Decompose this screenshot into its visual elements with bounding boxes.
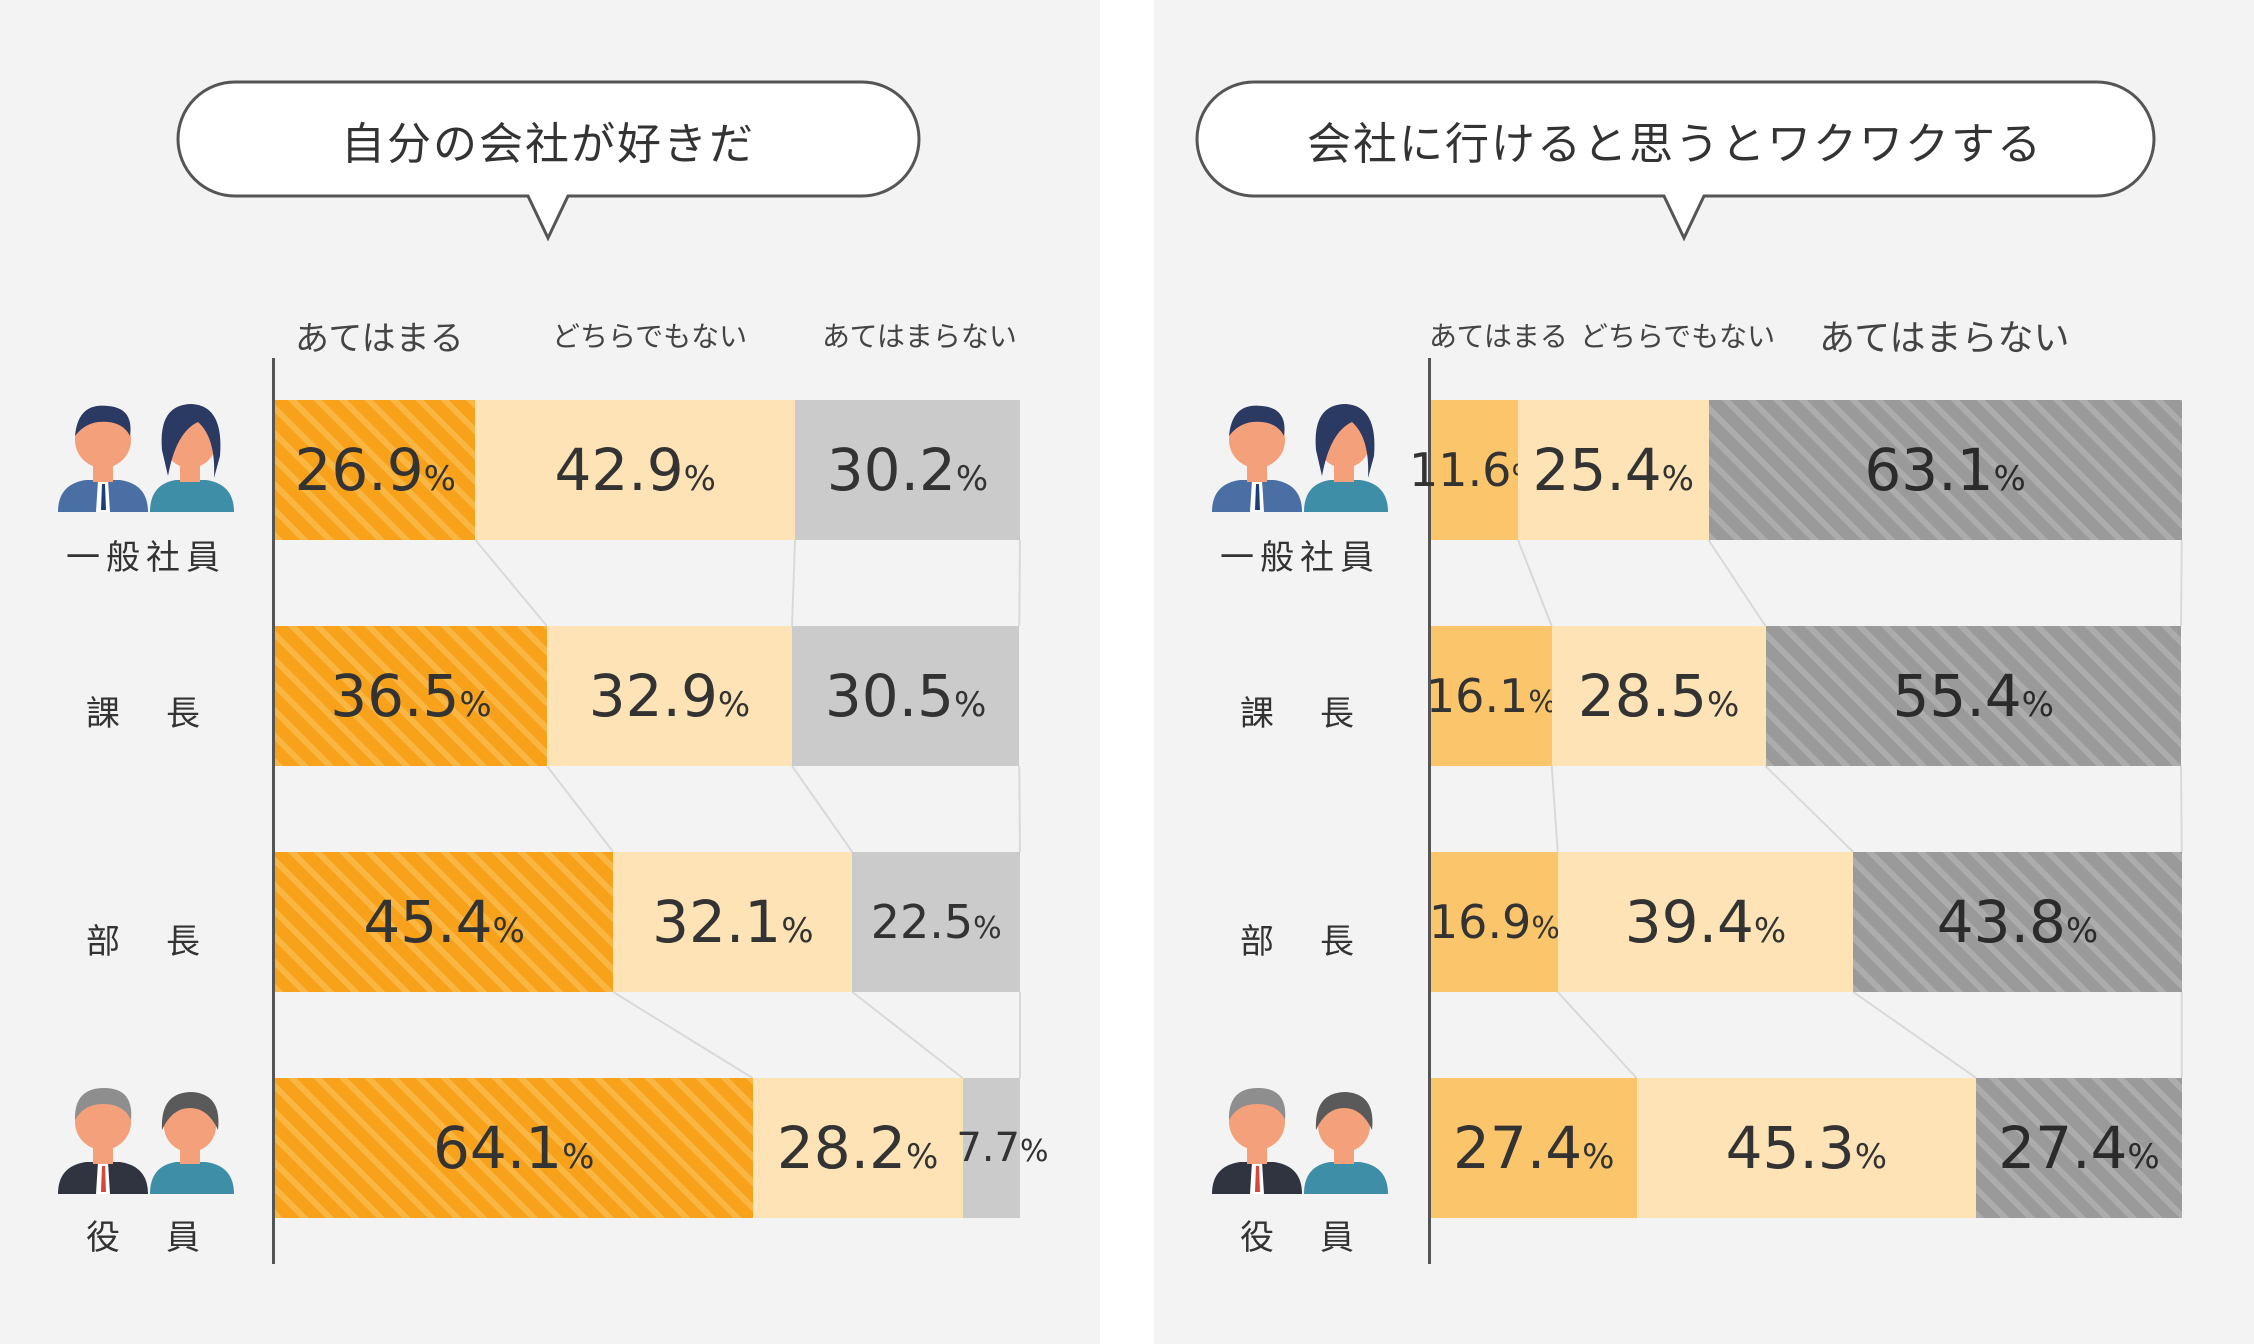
connector-line bbox=[2180, 539, 2183, 627]
speech-bubble-left bbox=[176, 80, 921, 242]
panel-right-graphics bbox=[1195, 80, 2183, 1194]
bar-agree-section-chief: 16.1% bbox=[1426, 626, 1557, 766]
connector-line bbox=[791, 539, 797, 627]
connector-lines-left bbox=[474, 539, 1021, 1079]
value-label-agree-staff: 26.9% bbox=[294, 436, 456, 504]
axis-line-left bbox=[272, 358, 275, 1264]
value-label-neutral-department-head: 32.1% bbox=[652, 888, 814, 956]
legend-disagree-left: あてはまらない bbox=[822, 320, 1017, 353]
bar-neutral-section-chief: 32.9% bbox=[546, 626, 793, 766]
row-label-department-head-right: 部 長 bbox=[1240, 922, 1360, 962]
bar-disagree-section-chief: 55.4% bbox=[1765, 626, 2181, 766]
connector-line bbox=[1852, 991, 1977, 1079]
value-label-neutral-section-chief: 32.9% bbox=[588, 662, 751, 730]
value-label-neutral-staff: 42.9% bbox=[554, 436, 716, 504]
chart-panel-left: 自分の会社が好きだ あてはまる どちらでもない あてはまらない 一般社員 課 長… bbox=[0, 0, 1100, 1344]
bar-neutral-executive: 45.3% bbox=[1636, 1078, 1977, 1218]
row-label-department-head-left: 部 長 bbox=[86, 922, 206, 962]
bar-neutral-section-chief: 28.5% bbox=[1551, 626, 1766, 766]
legend-neutral-right: どちらでもない bbox=[1580, 320, 1776, 353]
bar-agree-executive: 27.4% bbox=[1431, 1078, 1637, 1218]
avatar-staff-left bbox=[58, 404, 234, 512]
bar-disagree-section-chief: 30.5% bbox=[792, 626, 1020, 766]
bar-agree-staff: 11.6% bbox=[1409, 400, 1540, 540]
connector-line bbox=[791, 765, 854, 853]
connector-line bbox=[546, 765, 615, 853]
legend-agree-right: あてはまる bbox=[1429, 320, 1568, 353]
value-label-disagree-department-head: 43.8% bbox=[1936, 888, 2099, 956]
row-label-executive-right: 役 員 bbox=[1240, 1218, 1360, 1258]
row-label-section-chief-left: 課 長 bbox=[86, 694, 206, 734]
speech-bubble-right bbox=[1195, 80, 2156, 242]
bar-disagree-executive: 27.4% bbox=[1976, 1078, 2182, 1218]
chart-title-right: 会社に行けると思うとワクワクする bbox=[1307, 119, 2043, 170]
legend-disagree-right: あてはまらない bbox=[1819, 318, 2070, 359]
value-label-disagree-staff: 30.2% bbox=[826, 436, 989, 504]
connector-line bbox=[1517, 539, 1553, 627]
value-label-disagree-executive: 7.7% bbox=[956, 1125, 1049, 1171]
connector-line bbox=[1550, 765, 1559, 853]
bar-disagree-executive: 7.7% bbox=[956, 1078, 1048, 1218]
value-label-disagree-section-chief: 55.4% bbox=[1892, 662, 2054, 730]
bar-agree-department-head: 45.4% bbox=[275, 852, 614, 992]
bar-agree-executive: 64.1% bbox=[275, 1078, 753, 1218]
connector-line bbox=[1018, 765, 1021, 853]
value-label-agree-staff: 11.6% bbox=[1409, 443, 1540, 497]
avatar-executive-right bbox=[1212, 1088, 1388, 1194]
value-label-disagree-executive: 27.4% bbox=[1998, 1114, 2160, 1182]
connector-line bbox=[474, 539, 548, 627]
bar-agree-staff: 26.9% bbox=[275, 400, 476, 540]
avatar-staff-right bbox=[1212, 404, 1388, 512]
row-label-staff-left: 一般社員 bbox=[66, 538, 226, 578]
connector-lines-right bbox=[1517, 539, 2183, 1079]
value-label-neutral-executive: 45.3% bbox=[1725, 1114, 1888, 1182]
legend-neutral-left: どちらでもない bbox=[552, 320, 748, 353]
value-label-disagree-department-head: 22.5% bbox=[870, 895, 1002, 949]
axis-line-right bbox=[1428, 358, 1431, 1264]
value-label-agree-executive: 64.1% bbox=[433, 1114, 595, 1182]
bar-agree-department-head: 16.9% bbox=[1428, 852, 1560, 992]
connector-line bbox=[1557, 991, 1638, 1079]
panel-left-graphics bbox=[58, 80, 1021, 1194]
row-label-section-chief-right: 課 長 bbox=[1240, 694, 1360, 734]
row-label-executive-left: 役 員 bbox=[86, 1218, 206, 1258]
value-label-agree-department-head: 45.4% bbox=[363, 888, 525, 956]
bar-disagree-department-head: 43.8% bbox=[1853, 852, 2182, 992]
avatar-executive-left bbox=[58, 1088, 234, 1194]
connector-line bbox=[1707, 539, 1767, 627]
legend-agree-left: あてはまる bbox=[295, 318, 464, 359]
connector-line bbox=[1018, 539, 1021, 627]
value-label-neutral-staff: 25.4% bbox=[1532, 436, 1694, 504]
value-label-neutral-department-head: 39.4% bbox=[1624, 888, 1787, 956]
value-label-disagree-section-chief: 30.5% bbox=[824, 662, 987, 730]
bar-neutral-department-head: 39.4% bbox=[1557, 852, 1854, 992]
chart-title-left: 自分の会社が好きだ bbox=[341, 119, 755, 170]
bar-neutral-executive: 28.2% bbox=[752, 1078, 963, 1218]
value-label-agree-executive: 27.4% bbox=[1453, 1114, 1615, 1182]
value-label-agree-section-chief: 16.1% bbox=[1425, 669, 1557, 723]
row-label-staff-right: 一般社員 bbox=[1220, 538, 1380, 578]
value-label-neutral-section-chief: 28.5% bbox=[1577, 662, 1740, 730]
bar-neutral-department-head: 32.1% bbox=[613, 852, 853, 992]
connector-line bbox=[2180, 765, 2183, 853]
bar-disagree-staff: 63.1% bbox=[1708, 400, 2182, 540]
bar-disagree-staff: 30.2% bbox=[795, 400, 1020, 540]
chart-panel-right: 会社に行けると思うとワクワクする あてはまる どちらでもない あてはまらない 一… bbox=[1154, 0, 2254, 1344]
value-label-neutral-executive: 28.2% bbox=[776, 1114, 939, 1182]
connector-line bbox=[1764, 765, 1854, 853]
value-label-agree-department-head: 16.9% bbox=[1428, 895, 1560, 949]
connector-line bbox=[612, 991, 754, 1079]
value-label-agree-section-chief: 36.5% bbox=[330, 662, 492, 730]
connector-line bbox=[851, 991, 964, 1079]
bar-agree-section-chief: 36.5% bbox=[275, 626, 547, 766]
bar-neutral-staff: 25.4% bbox=[1518, 400, 1709, 540]
bar-neutral-staff: 42.9% bbox=[475, 400, 795, 540]
bar-disagree-department-head: 22.5% bbox=[852, 852, 1020, 992]
value-label-disagree-staff: 63.1% bbox=[1864, 436, 2026, 504]
